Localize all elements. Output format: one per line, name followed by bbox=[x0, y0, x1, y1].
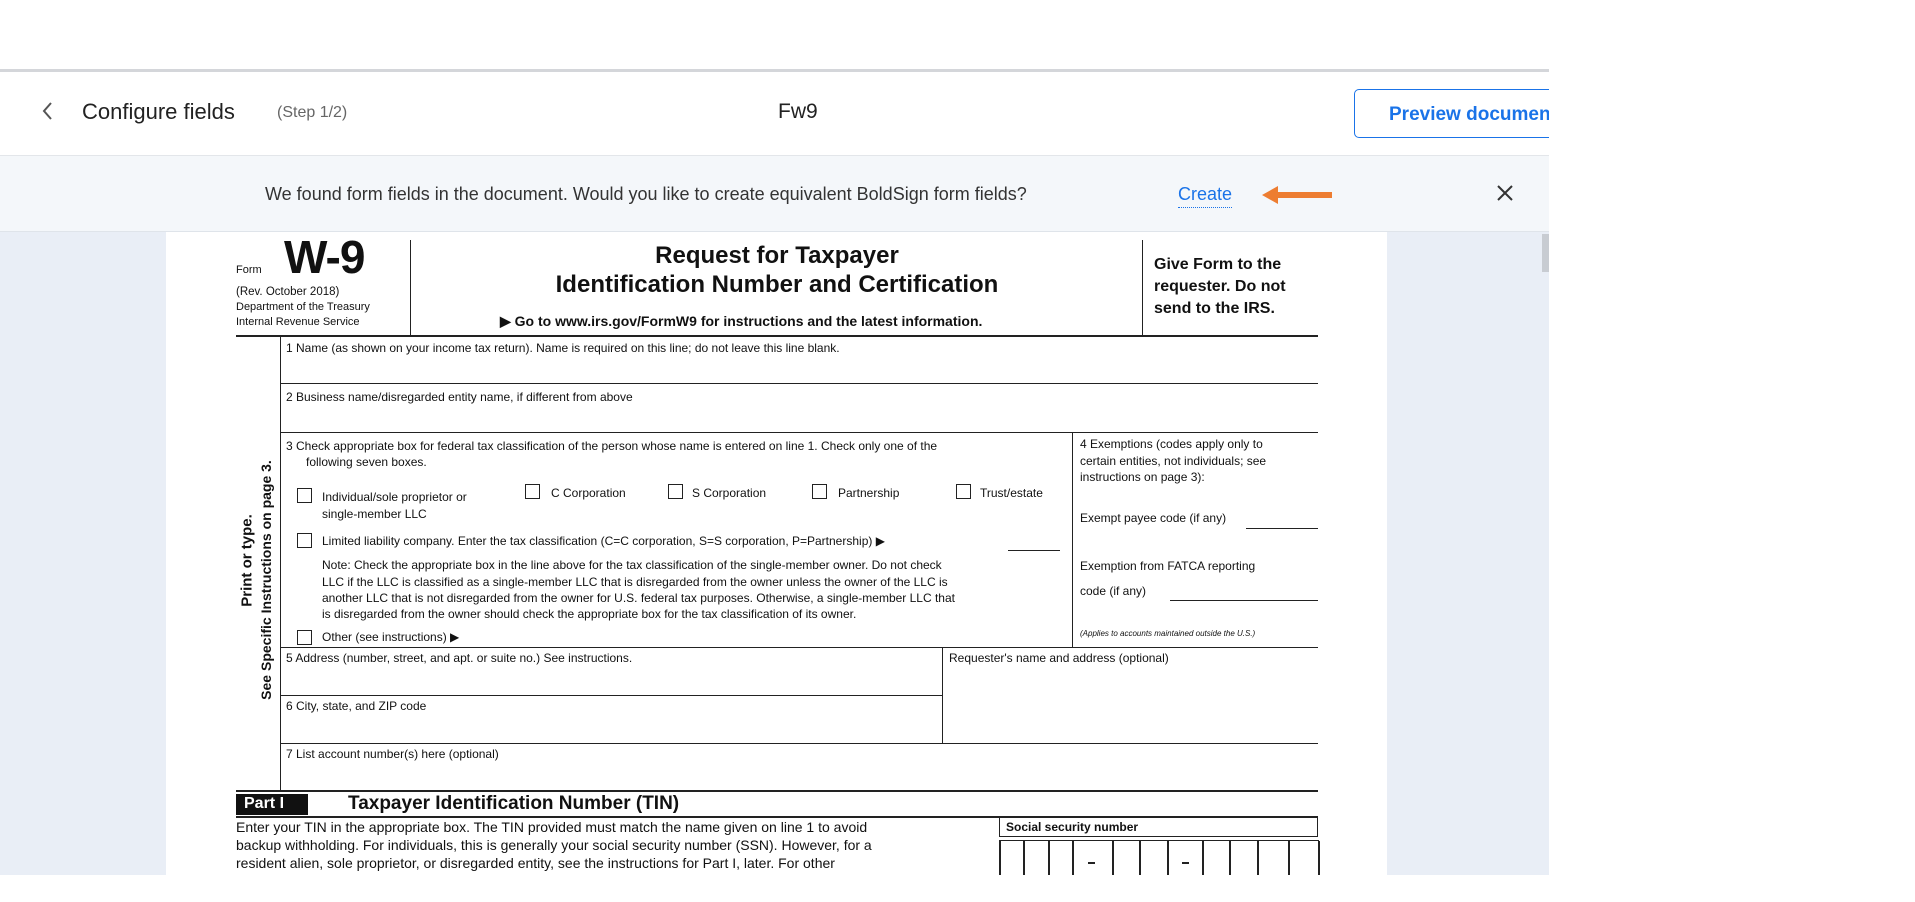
ssn-cell-border bbox=[1167, 841, 1169, 875]
divider bbox=[1072, 432, 1073, 647]
give-form-text: Give Form to the bbox=[1154, 256, 1282, 273]
ssn-cell-border bbox=[1048, 841, 1050, 875]
exempt-payee-label: Exempt payee code (if any) bbox=[1080, 511, 1227, 525]
line3-label: following seven boxes. bbox=[306, 455, 427, 469]
ssn-dash bbox=[1182, 862, 1189, 864]
ssn-label: Social security number bbox=[999, 817, 1318, 837]
ssn-cell-border bbox=[1288, 841, 1290, 875]
arrow-left-icon bbox=[1260, 184, 1334, 211]
ssn-cell-border bbox=[1202, 841, 1204, 875]
fatca-label: code (if any) bbox=[1080, 584, 1147, 598]
checkbox-s-corporation[interactable] bbox=[668, 484, 683, 499]
exemptions-label: 4 Exemptions (codes apply only to bbox=[1080, 437, 1263, 451]
fatca-field[interactable] bbox=[1170, 600, 1318, 601]
other-label: Other (see instructions) ▶ bbox=[322, 630, 460, 644]
option-label: Individual/sole proprietor or bbox=[322, 490, 467, 504]
llc-label: Limited liability company. Enter the tax… bbox=[322, 534, 885, 548]
divider bbox=[280, 432, 1318, 433]
note-text: another LLC that is not disregarded from… bbox=[322, 591, 955, 605]
option-label: single-member LLC bbox=[322, 507, 427, 521]
option-label: Partnership bbox=[838, 486, 900, 500]
checkbox-trust-estate[interactable] bbox=[956, 484, 971, 499]
option-label: Trust/estate bbox=[980, 486, 1043, 500]
part-title: Taxpayer Identification Number (TIN) bbox=[348, 793, 680, 814]
document-name: Fw9 bbox=[778, 100, 818, 123]
divider bbox=[410, 240, 411, 336]
ssn-cell-border bbox=[1112, 841, 1114, 875]
ssn-cell-border bbox=[1229, 841, 1231, 875]
line1-label: 1 Name (as shown on your income tax retu… bbox=[286, 341, 840, 355]
checkbox-c-corporation[interactable] bbox=[525, 484, 540, 499]
form-agency: Internal Revenue Service bbox=[236, 316, 360, 328]
ssn-dash bbox=[1088, 862, 1095, 864]
divider bbox=[280, 383, 1318, 384]
divider bbox=[236, 790, 1318, 792]
app-window: Configure fields (Step 1/2) Fw9 Preview … bbox=[0, 69, 1549, 875]
divider bbox=[280, 647, 1318, 648]
part-label: Part I bbox=[236, 794, 308, 815]
checkbox-individual[interactable] bbox=[297, 488, 312, 503]
note-text: Note: Check the appropriate box in the l… bbox=[322, 558, 942, 572]
option-label: S Corporation bbox=[692, 486, 767, 500]
form-instructions-link: ▶ Go to www.irs.gov/FormW9 for instructi… bbox=[500, 313, 983, 329]
divider bbox=[280, 336, 281, 790]
checkbox-llc[interactable] bbox=[297, 533, 312, 548]
preview-document-button[interactable]: Preview document bbox=[1354, 89, 1549, 138]
create-link[interactable]: Create bbox=[1178, 184, 1233, 208]
divider bbox=[280, 743, 1318, 744]
applies-note: (Applies to accounts maintained outside … bbox=[1080, 629, 1256, 638]
fatca-label: Exemption from FATCA reporting bbox=[1080, 559, 1256, 573]
document-viewer: Form W-9 (Rev. October 2018) Department … bbox=[0, 232, 1549, 875]
form-revision: (Rev. October 2018) bbox=[236, 286, 340, 298]
tin-instructions: backup withholding. For individuals, thi… bbox=[236, 837, 872, 853]
page-title: Configure fields bbox=[82, 99, 235, 124]
close-icon[interactable] bbox=[1494, 182, 1516, 209]
ssn-cell-border bbox=[1023, 841, 1025, 875]
tin-instructions: Enter your TIN in the appropriate box. T… bbox=[236, 819, 868, 835]
scrollbar-thumb[interactable] bbox=[1542, 234, 1549, 272]
option-label: C Corporation bbox=[551, 486, 626, 500]
document-page: Form W-9 (Rev. October 2018) Department … bbox=[166, 232, 1387, 875]
form-title-line2: Identification Number and Certification bbox=[555, 271, 999, 298]
form-label: Form bbox=[236, 264, 262, 276]
divider bbox=[942, 647, 943, 743]
back-chevron-icon[interactable] bbox=[36, 96, 60, 126]
form-department: Department of the Treasury bbox=[236, 301, 370, 313]
divider bbox=[236, 335, 1318, 337]
checkbox-other[interactable] bbox=[297, 630, 312, 645]
line3-label: 3 Check appropriate box for federal tax … bbox=[286, 439, 938, 453]
banner-message: We found form fields in the document. Wo… bbox=[265, 184, 1027, 204]
step-indicator: (Step 1/2) bbox=[277, 104, 348, 121]
give-form-text: send to the IRS. bbox=[1154, 300, 1275, 317]
divider bbox=[236, 816, 1318, 818]
tin-instructions: resident alien, sole proprietor, or disr… bbox=[236, 855, 835, 871]
line2-label: 2 Business name/disregarded entity name,… bbox=[286, 390, 633, 404]
side-label: See Specific Instructions on page 3. bbox=[258, 460, 274, 700]
give-form-text: requester. Do not bbox=[1154, 278, 1286, 295]
note-text: LLC if the LLC is classified as a single… bbox=[322, 575, 948, 589]
exemptions-label: certain entities, not individuals; see bbox=[1080, 454, 1267, 468]
line7-label: 7 List account number(s) here (optional) bbox=[286, 747, 499, 761]
ssn-cell-border bbox=[1072, 841, 1074, 875]
exemptions-label: instructions on page 3): bbox=[1080, 470, 1205, 484]
form-number: W-9 bbox=[284, 232, 365, 283]
line5-label: 5 Address (number, street, and apt. or s… bbox=[286, 651, 633, 665]
divider bbox=[1142, 240, 1143, 336]
header: Configure fields (Step 1/2) Fw9 Preview … bbox=[0, 72, 1549, 156]
exempt-payee-field[interactable] bbox=[1246, 528, 1318, 529]
line6-label: 6 City, state, and ZIP code bbox=[286, 699, 427, 713]
note-text: is disregarded from the owner should che… bbox=[322, 607, 857, 621]
requester-label: Requester's name and address (optional) bbox=[949, 651, 1169, 665]
ssn-cell-border bbox=[1257, 841, 1259, 875]
form-fields-banner: We found form fields in the document. Wo… bbox=[0, 156, 1549, 232]
llc-classification-field[interactable] bbox=[1008, 550, 1060, 551]
ssn-cell-border bbox=[1139, 841, 1141, 875]
checkbox-partnership[interactable] bbox=[812, 484, 827, 499]
side-label: Print or type. bbox=[238, 514, 256, 607]
divider bbox=[280, 695, 942, 696]
ssn-cell-border bbox=[999, 841, 1001, 875]
ssn-cell-border bbox=[1318, 841, 1320, 875]
form-title-line1: Request for Taxpayer bbox=[655, 242, 899, 269]
divider bbox=[999, 840, 1319, 841]
